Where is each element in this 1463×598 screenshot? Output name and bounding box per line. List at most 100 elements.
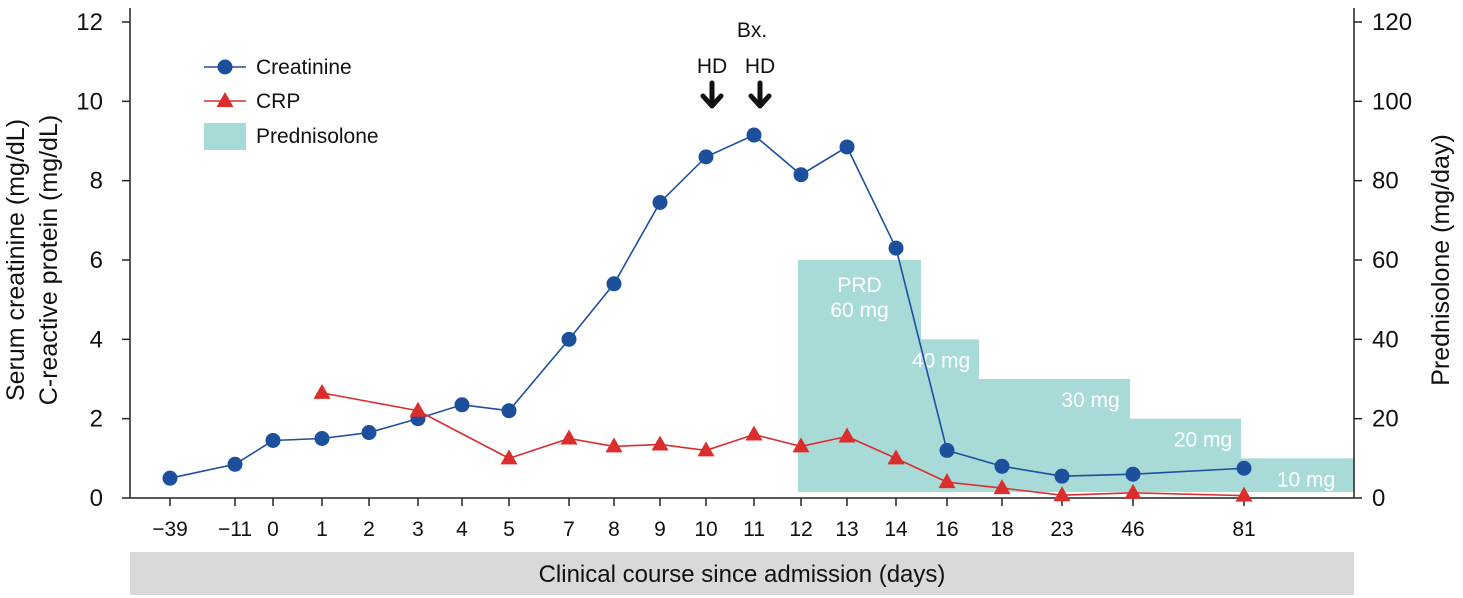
point-crp (938, 473, 956, 489)
x-tick-label: 18 (990, 518, 1013, 541)
right-tick-label: 100 (1372, 88, 1412, 115)
prednisolone-label: 60 mg (830, 299, 888, 322)
point-creatinine (454, 397, 470, 413)
point-creatinine (888, 240, 904, 256)
x-tick-label: 11 (743, 518, 765, 541)
point-crp (651, 435, 669, 451)
right-tick-label: 20 (1372, 406, 1399, 433)
series-markers (162, 127, 1253, 502)
x-tick-label: −11 (218, 518, 252, 541)
legend-prednisolone-swatch (204, 123, 246, 150)
right-tick-label: 0 (1372, 485, 1385, 512)
point-crp (1124, 483, 1142, 499)
left-tick-label: 2 (90, 406, 103, 433)
point-creatinine (1125, 466, 1141, 482)
procedure-annotations: HD HD Bx. (697, 19, 775, 109)
x-axis-title: Clinical course since admission (days) (539, 561, 946, 588)
x-tick-label: 13 (835, 518, 858, 541)
prednisolone-label: 10 mg (1277, 468, 1335, 491)
x-tick-label: 9 (654, 518, 666, 541)
left-tick-label: 0 (90, 485, 103, 512)
x-tick-label: 4 (456, 518, 468, 541)
point-creatinine (652, 194, 668, 210)
x-tick-label: 3 (412, 518, 424, 541)
point-creatinine (265, 432, 281, 448)
prednisolone-label: 30 mg (1061, 389, 1119, 412)
biopsy-label: Bx. (737, 19, 767, 42)
point-creatinine (839, 139, 855, 155)
axis-titles: Serum creatinine (mg/dL) C-reactive prote… (2, 115, 1455, 595)
point-creatinine (314, 431, 330, 446)
point-crp (838, 427, 856, 443)
x-tick-label: 7 (563, 518, 575, 541)
legend-prednisolone-label: Prednisolone (256, 125, 379, 148)
point-creatinine (994, 458, 1010, 474)
prednisolone-label: PRD (837, 274, 881, 297)
point-crp (1053, 486, 1071, 502)
legend-crp-marker (216, 92, 234, 107)
point-crp (887, 449, 905, 465)
point-crp (409, 401, 427, 417)
left-tick-label: 4 (90, 326, 103, 353)
right-tick-label: 60 (1372, 247, 1399, 274)
down-arrow-icon (748, 80, 772, 109)
point-creatinine (501, 403, 517, 419)
point-creatinine (1236, 460, 1252, 476)
point-crp (605, 437, 623, 453)
hd-label: HD (697, 55, 727, 78)
x-tick-label: 14 (884, 518, 908, 541)
prednisolone-bar-20 (1130, 418, 1241, 492)
x-axis-title-band (130, 552, 1354, 595)
x-tick-label: 81 (1232, 518, 1255, 541)
point-crp (792, 437, 810, 453)
x-tick-label: 2 (363, 518, 375, 541)
point-crp (313, 383, 331, 399)
point-crp (745, 425, 763, 441)
left-tick-label: 8 (90, 168, 103, 195)
prednisolone-label: 20 mg (1174, 429, 1232, 452)
prednisolone-bar-10 (1241, 458, 1354, 492)
point-creatinine (698, 149, 714, 165)
left-tick-label: 6 (90, 247, 103, 274)
point-crp (500, 449, 518, 465)
right-tick-label: 40 (1372, 326, 1399, 353)
legend-crp-label: CRP (256, 90, 300, 113)
prednisolone-bar-40 (921, 339, 979, 492)
x-tick-label: 10 (694, 518, 717, 541)
left-axis-title-creatinine: Serum creatinine (mg/dL) (2, 119, 30, 401)
x-tick-label: 12 (789, 518, 812, 541)
prednisolone-label: 40 mg (912, 349, 970, 372)
x-tick-label: 8 (608, 518, 620, 541)
prednisolone-bar-60 (798, 260, 921, 492)
x-tick-label: 46 (1121, 518, 1144, 541)
left-tick-label: 10 (76, 88, 103, 115)
right-tick-label: 120 (1372, 9, 1412, 36)
point-creatinine (793, 167, 809, 183)
point-creatinine (746, 127, 762, 143)
point-creatinine (1054, 468, 1070, 484)
left-tick-label: 12 (76, 9, 103, 36)
point-creatinine (361, 425, 377, 441)
legend: Creatinine CRP Prednisolone (204, 56, 379, 150)
point-creatinine (606, 276, 622, 292)
down-arrow-icon (700, 80, 724, 109)
point-creatinine (561, 331, 577, 347)
point-creatinine (227, 456, 243, 472)
x-tick-label: 23 (1050, 518, 1073, 541)
point-crp (560, 429, 578, 445)
prednisolone-bars (798, 260, 1354, 492)
point-creatinine (939, 442, 955, 458)
x-tick-label: −39 (152, 518, 188, 541)
arrow-head (748, 93, 772, 109)
right-axis-title: Prednisolone (mg/day) (1427, 134, 1455, 386)
point-crp (993, 479, 1011, 495)
point-creatinine (162, 470, 178, 486)
x-tick-label: 16 (935, 518, 958, 541)
point-crp (1235, 486, 1253, 502)
point-crp (697, 441, 715, 457)
arrow-head (700, 93, 724, 109)
legend-creatinine-label: Creatinine (256, 56, 352, 79)
